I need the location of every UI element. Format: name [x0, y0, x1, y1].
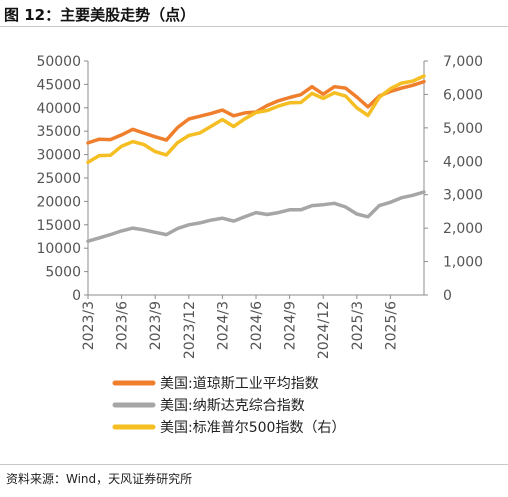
x-tick-label: 2024/12 — [316, 301, 332, 359]
left-tick-label: 35000 — [36, 124, 81, 140]
right-tick-label: 5,000 — [443, 121, 483, 137]
left-tick-label: 40000 — [36, 101, 81, 117]
x-tick-label: 2025/6 — [383, 301, 399, 350]
legend-label: 美国:纳斯达克综合指数 — [160, 398, 305, 414]
right-tick-label: 3,000 — [443, 188, 483, 204]
x-tick-label: 2023/9 — [148, 301, 164, 350]
left-tick-label: 10000 — [36, 241, 81, 257]
left-tick-label: 20000 — [36, 194, 81, 210]
right-tick-label: 0 — [443, 288, 452, 304]
title-divider — [0, 26, 508, 27]
right-tick-label: 1,000 — [443, 255, 483, 271]
x-tick-label: 2025/3 — [350, 301, 366, 350]
legend-label: 美国:标准普尔500指数（右） — [160, 420, 345, 436]
nasdaq-line — [86, 190, 426, 243]
x-tick-label: 2024/9 — [283, 301, 299, 350]
x-tick-label: 2023/3 — [81, 301, 97, 350]
left-tick-label: 5000 — [45, 265, 81, 281]
right-tick-label: 6,000 — [443, 87, 483, 103]
sp500-line — [86, 74, 426, 165]
x-tick-label: 2024/6 — [249, 301, 265, 350]
right-tick-label: 4,000 — [443, 154, 483, 170]
footer-divider — [0, 464, 508, 465]
x-tick-label: 2024/3 — [215, 301, 231, 350]
left-tick-label: 0 — [72, 288, 81, 304]
x-tick-label: 2023/6 — [115, 301, 131, 350]
left-tick-label: 15000 — [36, 218, 81, 234]
left-tick-label: 45000 — [36, 77, 81, 93]
right-tick-label: 2,000 — [443, 221, 483, 237]
legend-label: 美国:道琼斯工业平均指数 — [160, 376, 319, 392]
left-tick-label: 25000 — [36, 171, 81, 187]
x-tick-label: 2023/12 — [182, 301, 198, 359]
figure-title: 图 12：主要美股走势（点） — [4, 6, 196, 24]
series-layer — [86, 74, 426, 243]
left-tick-label: 50000 — [36, 54, 81, 70]
right-tick-label: 7,000 — [443, 54, 483, 70]
left-tick-label: 30000 — [36, 148, 81, 164]
source-note: 资料来源：Wind，天风证券研究所 — [6, 472, 193, 486]
line-chart: 0 5000 10000 15000 20000 25000 30000 35000 40000… — [36, 54, 483, 436]
chart-axes: 0 5000 10000 15000 20000 25000 30000 35000 40000… — [36, 54, 483, 359]
